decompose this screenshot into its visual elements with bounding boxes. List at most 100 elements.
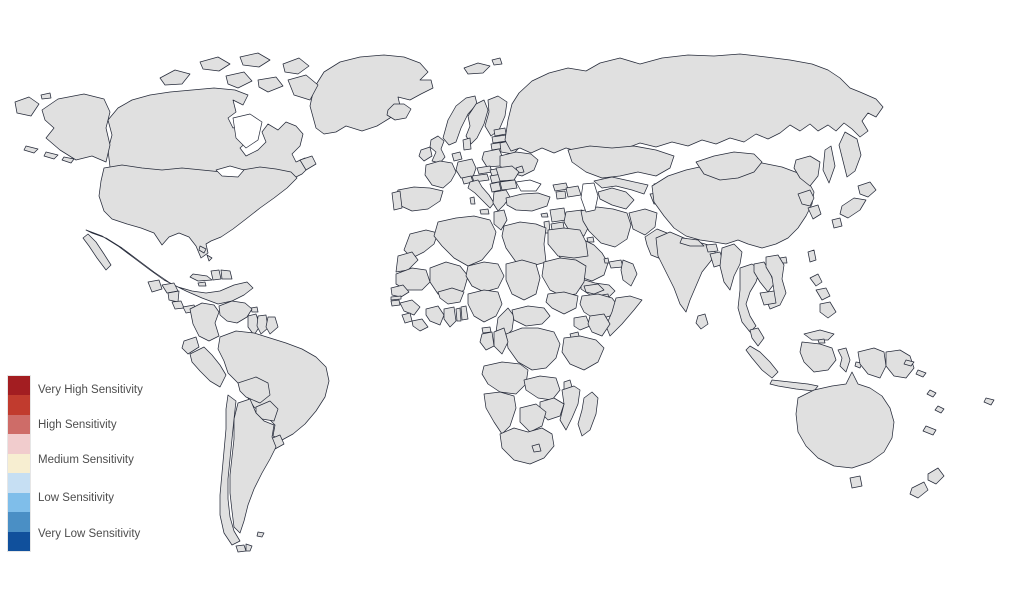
country-myanmar[interactable] <box>719 243 743 291</box>
country-kenya[interactable] <box>587 313 611 337</box>
country-vanuatu[interactable] <box>926 389 937 398</box>
country-greenland[interactable] <box>309 54 434 135</box>
country-denmark[interactable] <box>462 137 472 151</box>
country-sri-lanka[interactable] <box>695 313 709 330</box>
country-dominican-republic[interactable] <box>220 269 233 280</box>
country-iceland[interactable] <box>386 103 412 121</box>
country-afghanistan[interactable] <box>628 208 658 236</box>
country-canada-island[interactable] <box>239 52 271 68</box>
country-trinidad[interactable] <box>250 306 259 313</box>
country-chad[interactable] <box>505 259 541 301</box>
country-cyprus[interactable] <box>540 212 549 218</box>
country-libya[interactable] <box>501 221 547 267</box>
country-japan-hokkaido[interactable] <box>857 181 877 198</box>
country-zambia[interactable] <box>523 375 561 401</box>
country-usa[interactable] <box>98 164 298 259</box>
country-netherlands[interactable] <box>451 151 463 162</box>
country-solomon-islands[interactable] <box>903 359 915 367</box>
country-morocco[interactable] <box>403 229 439 259</box>
country-malaysia-borneo[interactable] <box>803 329 835 341</box>
country-angola[interactable] <box>481 361 529 395</box>
country-australia[interactable] <box>795 371 895 469</box>
country-indonesia-kalimantan[interactable] <box>799 341 837 373</box>
country-sudan[interactable] <box>541 257 587 297</box>
country-bolivia[interactable] <box>237 376 271 404</box>
country-taiwan[interactable] <box>807 249 817 263</box>
country-fiji[interactable] <box>983 397 995 406</box>
country-romania[interactable] <box>495 165 520 182</box>
country-equatorial-guinea[interactable] <box>481 326 492 334</box>
country-italy-sicily[interactable] <box>479 208 490 215</box>
country-nicaragua[interactable] <box>167 290 180 303</box>
country-cuba[interactable] <box>189 273 213 282</box>
country-azerbaijan[interactable] <box>565 185 582 198</box>
country-canada-island[interactable] <box>159 69 191 86</box>
country-china-manchuria[interactable] <box>793 155 821 187</box>
country-mexico-baja[interactable] <box>82 233 112 271</box>
country-benin[interactable] <box>460 305 469 321</box>
country-indonesia-papua[interactable] <box>857 347 887 379</box>
country-bahamas[interactable] <box>206 254 213 262</box>
country-georgia[interactable] <box>552 182 569 192</box>
country-italy-sardinia[interactable] <box>469 196 476 205</box>
country-lesotho[interactable] <box>531 443 542 453</box>
country-canada-baffin[interactable] <box>287 74 319 101</box>
country-burkina-faso[interactable] <box>437 287 465 305</box>
country-south-korea[interactable] <box>807 204 822 220</box>
country-canada-island[interactable] <box>225 71 253 89</box>
country-nepal[interactable] <box>679 237 705 247</box>
country-syria[interactable] <box>549 207 567 223</box>
country-portugal[interactable] <box>391 190 403 211</box>
country-brunei[interactable] <box>817 338 826 344</box>
country-new-zealand-north[interactable] <box>927 467 945 485</box>
country-turkey[interactable] <box>505 192 551 212</box>
country-kuwait[interactable] <box>586 236 595 243</box>
country-senegal[interactable] <box>390 284 410 298</box>
country-philippines[interactable] <box>809 273 823 287</box>
country-japan-honshu[interactable] <box>839 197 867 219</box>
country-italy[interactable] <box>467 179 495 209</box>
country-austria[interactable] <box>471 173 490 183</box>
country-laos[interactable] <box>753 261 775 293</box>
country-madagascar[interactable] <box>577 391 599 437</box>
country-oman[interactable] <box>620 259 638 287</box>
country-suriname[interactable] <box>256 314 269 335</box>
country-north-korea[interactable] <box>797 189 815 207</box>
country-new-caledonia[interactable] <box>922 425 937 436</box>
country-philippines[interactable] <box>815 287 831 301</box>
country-indonesia-java[interactable] <box>769 379 819 392</box>
country-malaysia-peninsula[interactable] <box>749 327 765 347</box>
country-canada-island[interactable] <box>199 56 231 72</box>
country-uk[interactable] <box>429 135 446 164</box>
country-papua-new-guinea[interactable] <box>885 349 915 379</box>
country-qatar[interactable] <box>603 257 610 264</box>
country-algeria[interactable] <box>433 215 497 267</box>
country-armenia[interactable] <box>555 190 567 200</box>
country-costa-rica[interactable] <box>171 300 185 310</box>
country-argentina[interactable] <box>229 398 277 534</box>
country-australia-tasmania[interactable] <box>849 475 863 489</box>
country-usa-alaska[interactable] <box>41 93 111 163</box>
country-gambia[interactable] <box>390 295 402 301</box>
country-central-african-republic[interactable] <box>511 305 551 327</box>
country-svalbard[interactable] <box>463 62 491 75</box>
country-liberia[interactable] <box>411 318 429 332</box>
country-iran[interactable] <box>580 206 632 248</box>
country-uzbekistan[interactable] <box>593 176 649 195</box>
country-canada-island[interactable] <box>282 57 310 75</box>
country-mozambique[interactable] <box>559 385 581 431</box>
country-falklands[interactable] <box>256 531 265 538</box>
country-vanuatu[interactable] <box>934 405 945 414</box>
country-jamaica[interactable] <box>197 281 207 287</box>
country-haiti[interactable] <box>210 269 222 281</box>
country-guatemala[interactable] <box>147 279 163 293</box>
country-guinea[interactable] <box>399 299 421 316</box>
country-ireland[interactable] <box>418 146 433 162</box>
country-dr-congo[interactable] <box>505 327 561 371</box>
country-svalbard[interactable] <box>491 57 503 66</box>
country-ecuador[interactable] <box>181 336 200 355</box>
country-japan-kyushu[interactable] <box>831 217 843 229</box>
country-peru[interactable] <box>189 346 227 388</box>
country-philippines[interactable] <box>819 301 837 319</box>
country-western-sahara[interactable] <box>395 251 419 273</box>
